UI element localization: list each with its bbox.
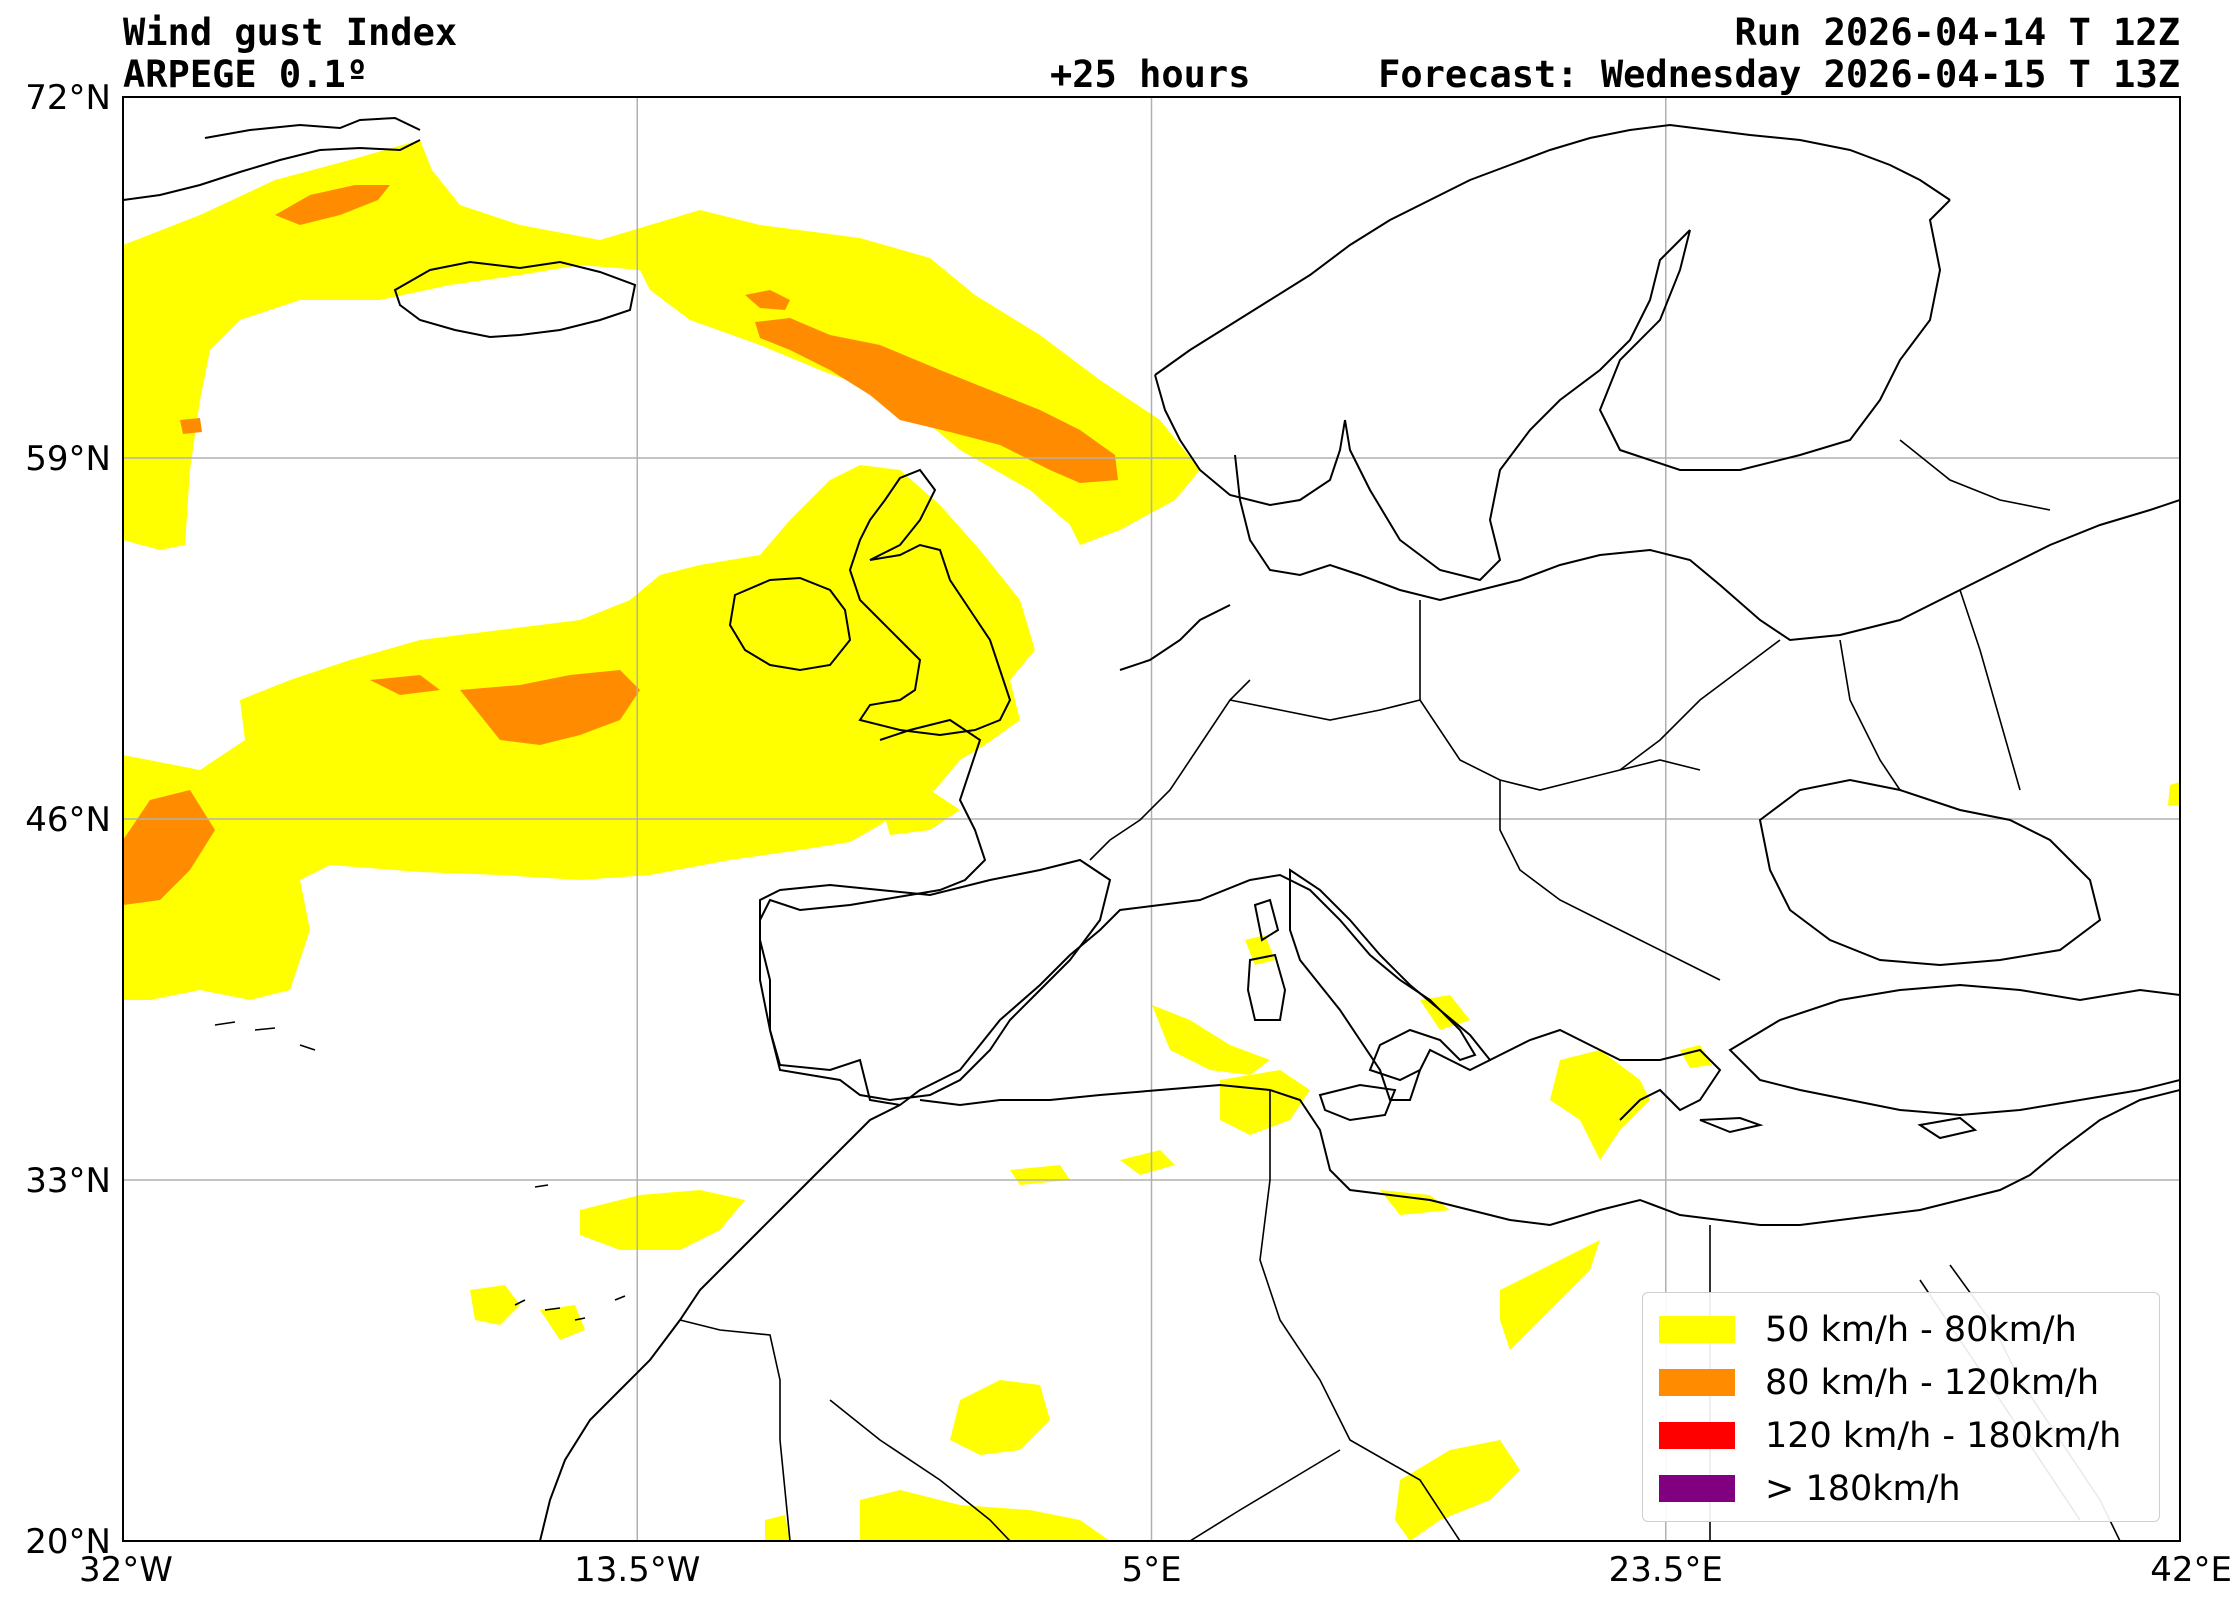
gust-area-norwegian-sea-core bbox=[755, 318, 1118, 483]
country-border bbox=[1899, 439, 2051, 511]
gust-area-algeria-coast bbox=[1120, 1150, 1175, 1175]
map-title: Wind gust Index bbox=[123, 11, 458, 54]
madeira-island bbox=[534, 1184, 549, 1188]
gust-area-bay-of-biscay bbox=[880, 790, 960, 835]
greenland-coast bbox=[123, 139, 421, 201]
iceland-outline bbox=[393, 260, 637, 339]
europe-coast bbox=[1234, 454, 2180, 642]
gust-area-algeria-south bbox=[950, 1380, 1050, 1455]
gust-area-atlantic-canary bbox=[580, 1190, 745, 1250]
lon-tick-label: 13.5°W bbox=[574, 1550, 700, 1590]
lon-tick-label: 23.5°E bbox=[1609, 1550, 1723, 1590]
legend-label: 50 km/h - 80km/h bbox=[1765, 1309, 2077, 1350]
crete-outline bbox=[1699, 1116, 1764, 1134]
lat-tick-label: 72°N bbox=[25, 78, 111, 118]
sweden-coast bbox=[1344, 229, 1691, 582]
norway-coast bbox=[1154, 374, 1346, 507]
country-border bbox=[1229, 699, 1701, 791]
legend-item: > 180km/h bbox=[1659, 1462, 2143, 1515]
lead-time: +25 hours bbox=[1050, 53, 1251, 96]
legend: 50 km/h - 80km/h 80 km/h - 120km/h 120 k… bbox=[1642, 1292, 2160, 1522]
canary-islands bbox=[514, 1295, 626, 1321]
country-border bbox=[1189, 1449, 1341, 1541]
europe-coast bbox=[1119, 604, 1231, 671]
gust-area-mid-atlantic-core bbox=[370, 675, 440, 695]
gust-area-iceland-core bbox=[275, 185, 390, 225]
turkey-outline bbox=[1728, 983, 2180, 1117]
gust-area-aegean bbox=[1680, 1045, 1712, 1068]
gust-area-north-atlantic bbox=[123, 140, 1200, 550]
gust-area-ionian bbox=[1550, 1050, 1650, 1160]
plot-frame bbox=[122, 96, 2181, 1542]
finland-outline bbox=[1598, 199, 1951, 471]
gust-area-morocco-coast bbox=[1010, 1165, 1070, 1185]
lat-tick-label: 20°N bbox=[25, 1522, 111, 1562]
greenland-coast bbox=[204, 116, 421, 139]
africa-coast bbox=[919, 1083, 2180, 1227]
gust-area-mid-atlantic-core bbox=[460, 670, 640, 745]
legend-label: 120 km/h - 180km/h bbox=[1765, 1415, 2122, 1456]
legend-item: 120 km/h - 180km/h bbox=[1659, 1409, 2143, 1462]
gust-area-norwegian-sea-core bbox=[745, 290, 790, 310]
gust-area-tunisia bbox=[1220, 1070, 1310, 1135]
legend-item: 80 km/h - 120km/h bbox=[1659, 1356, 2143, 1409]
legend-swatch bbox=[1659, 1475, 1735, 1502]
lon-tick-label: 32°W bbox=[79, 1550, 173, 1590]
country-border bbox=[1959, 589, 2021, 791]
lon-tick-label: 5°E bbox=[1121, 1550, 1181, 1590]
gust-area-canary-islands bbox=[470, 1285, 520, 1325]
axis-ticks: 72°N 59°N 46°N 33°N 20°N32°W 13.5°W 5°E 23.5°E 4… bbox=[25, 78, 2232, 1590]
azores-islands bbox=[214, 1021, 316, 1051]
ireland-outline bbox=[728, 576, 852, 672]
run-time: Run 2026-04-14 T 12Z bbox=[1734, 11, 2180, 54]
lat-tick-label: 59°N bbox=[25, 439, 111, 479]
legend-label: > 180km/h bbox=[1765, 1468, 1961, 1509]
great-britain-outline bbox=[848, 468, 1012, 737]
country-border bbox=[679, 1319, 791, 1541]
country-border bbox=[1089, 679, 1251, 861]
country-border bbox=[1839, 639, 1901, 791]
africa-coast bbox=[539, 1104, 901, 1541]
gust-area-canary-islands bbox=[540, 1305, 585, 1340]
cyprus-outline bbox=[1917, 1116, 1978, 1140]
lat-tick-label: 46°N bbox=[25, 800, 111, 840]
country-border bbox=[829, 1399, 1011, 1541]
france-coast bbox=[759, 718, 1477, 1107]
gust-area-black-sea-edge bbox=[2168, 782, 2180, 805]
sicily-outline bbox=[1318, 1083, 1397, 1122]
country-border bbox=[1259, 1090, 1461, 1541]
forecast-time: Forecast: Wednesday 2026-04-15 T 13Z bbox=[1378, 53, 2180, 96]
lon-tick-label: 42°E bbox=[2150, 1550, 2232, 1590]
country-border bbox=[1619, 639, 1781, 771]
gust-area-sahara-small bbox=[765, 1515, 790, 1541]
gust-area-tyrrhenian bbox=[1152, 1005, 1270, 1075]
legend-swatch bbox=[1659, 1316, 1735, 1343]
legend-label: 80 km/h - 120km/h bbox=[1765, 1362, 2100, 1403]
norway-coast bbox=[1154, 123, 1951, 376]
gust-area-libya bbox=[1500, 1240, 1600, 1350]
model-label: ARPEGE 0.1º bbox=[123, 53, 369, 96]
lat-tick-label: 33°N bbox=[25, 1161, 111, 1201]
iberia-outline bbox=[759, 858, 1112, 1102]
legend-swatch bbox=[1659, 1422, 1735, 1449]
corsica-outline bbox=[1253, 898, 1280, 942]
sardinia-outline bbox=[1246, 953, 1287, 1021]
italy-outline bbox=[1289, 868, 1492, 1101]
black-sea-outline bbox=[1758, 778, 2102, 967]
balkans-coast bbox=[1489, 1028, 1722, 1121]
gust-area-libya-south bbox=[1395, 1440, 1520, 1541]
legend-item: 50 km/h - 80km/h bbox=[1659, 1303, 2143, 1356]
gust-area-orange-spot bbox=[180, 418, 202, 434]
legend-swatch bbox=[1659, 1369, 1735, 1396]
country-border bbox=[1499, 780, 1721, 981]
